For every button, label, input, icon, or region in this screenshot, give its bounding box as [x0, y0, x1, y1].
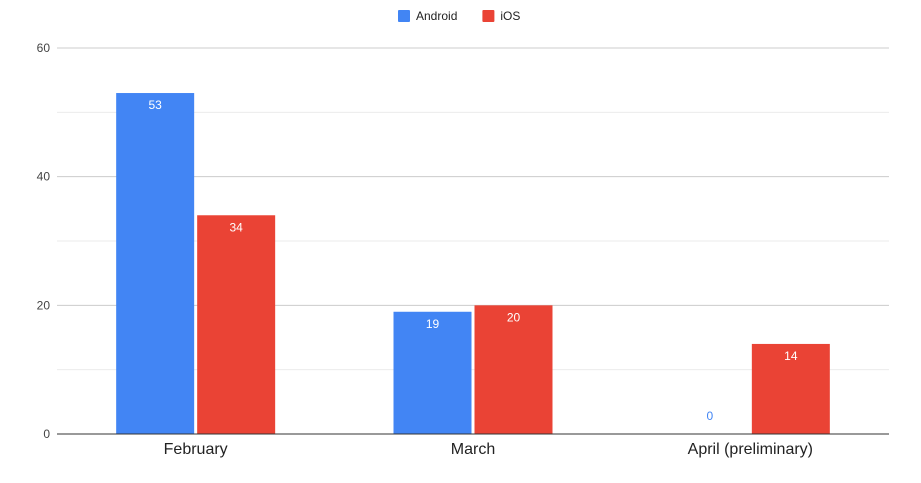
y-tick-label: 0	[43, 427, 50, 441]
x-axis-ticks: February March April (preliminary)	[164, 441, 813, 458]
y-tick-label: 20	[37, 298, 51, 312]
bar-ios-1	[474, 305, 553, 434]
bar-android-0	[116, 93, 195, 435]
bar-ios-0	[197, 215, 276, 434]
data-label: 14	[784, 349, 798, 363]
data-labels: 53 34 19 20 0 14	[148, 98, 797, 423]
legend-swatch-android	[398, 10, 410, 22]
x-tick-label: March	[451, 441, 495, 458]
data-label: 53	[148, 98, 162, 112]
bar-android-1	[393, 311, 472, 434]
data-label: 34	[229, 220, 243, 234]
legend-label-android: Android	[416, 9, 457, 23]
data-label: 20	[507, 310, 521, 324]
gridlines	[57, 47, 889, 371]
data-label: 19	[426, 317, 440, 331]
y-tick-label: 60	[37, 41, 51, 55]
bars	[116, 93, 830, 435]
legend-swatch-ios	[482, 10, 495, 22]
x-tick-label: April (preliminary)	[688, 441, 813, 458]
bar-ios-2	[751, 343, 830, 434]
legend-label-ios: iOS	[500, 9, 520, 23]
x-tick-label: February	[164, 441, 228, 458]
y-axis-ticks: 0 20 40 60	[37, 41, 51, 441]
legend: Android iOS	[398, 9, 520, 23]
data-label: 0	[706, 409, 713, 423]
y-tick-label: 40	[37, 170, 51, 184]
